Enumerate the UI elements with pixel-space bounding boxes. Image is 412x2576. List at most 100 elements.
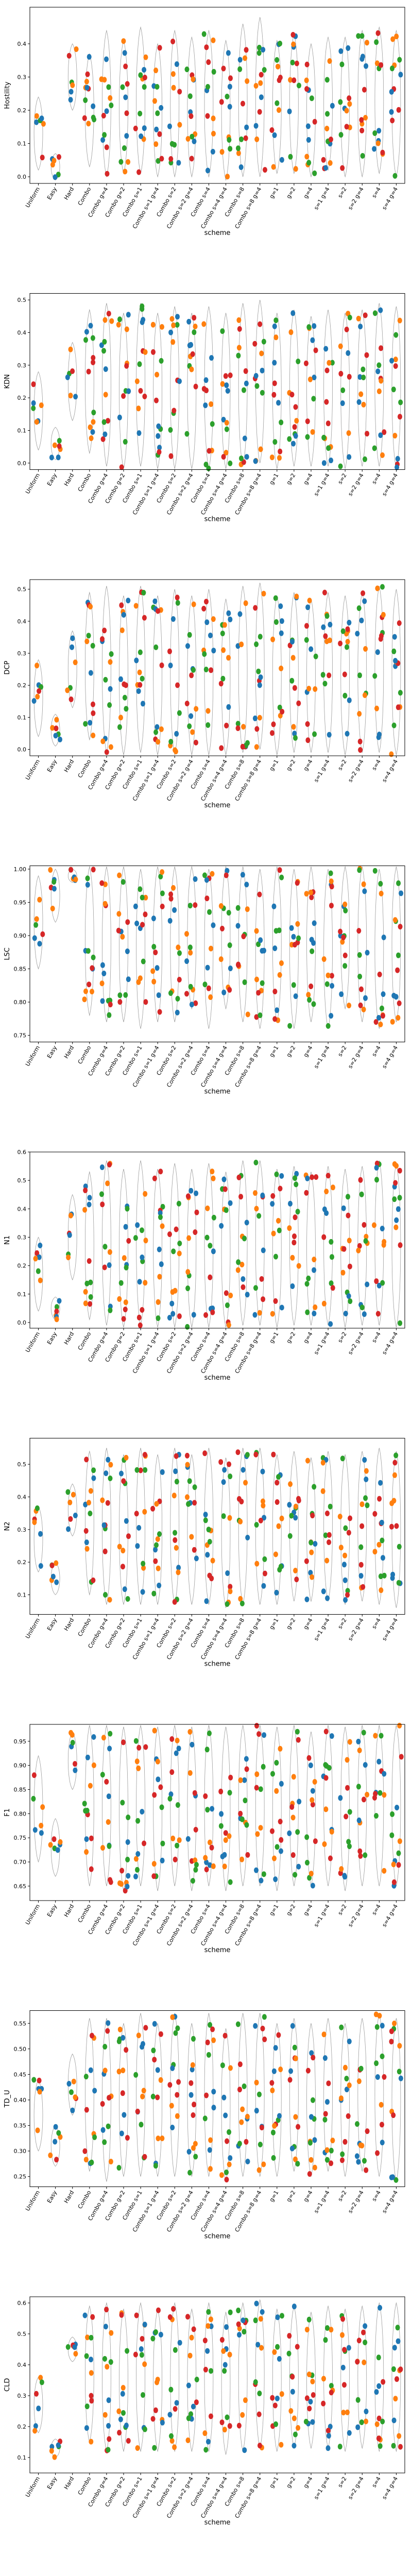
point xyxy=(343,907,348,913)
point xyxy=(102,2067,108,2074)
point xyxy=(101,419,107,425)
point xyxy=(322,1841,327,1847)
violin-20 xyxy=(357,1725,367,1886)
point xyxy=(308,1871,314,1877)
point xyxy=(357,974,363,979)
violin-14 xyxy=(255,869,265,1029)
point xyxy=(342,901,348,907)
point xyxy=(220,925,225,931)
point xyxy=(121,1739,126,1745)
point xyxy=(312,118,317,125)
violin-4 xyxy=(84,866,94,1016)
point xyxy=(236,2321,241,2327)
y-tick-label: 0.4 xyxy=(18,1494,27,1501)
point xyxy=(141,1561,146,1567)
point xyxy=(279,1837,284,1843)
point xyxy=(37,941,42,947)
violin-19 xyxy=(340,36,350,178)
point xyxy=(119,627,125,633)
point xyxy=(225,1601,230,1607)
point xyxy=(221,2094,227,2100)
point xyxy=(363,1762,368,1768)
point xyxy=(211,648,216,654)
violin-19 xyxy=(340,866,350,1010)
point xyxy=(340,1455,345,1462)
point xyxy=(278,41,283,46)
point xyxy=(105,171,110,177)
point xyxy=(304,1834,310,1840)
point xyxy=(151,1861,157,1867)
y-tick-label: 0.25 xyxy=(14,2174,27,2180)
point xyxy=(244,2139,249,2145)
point xyxy=(193,1867,198,1873)
point xyxy=(391,1498,397,1504)
point xyxy=(308,1539,314,1546)
point xyxy=(397,1195,402,1201)
point xyxy=(307,598,312,604)
point xyxy=(394,1163,399,1169)
point xyxy=(91,419,96,425)
point xyxy=(241,100,245,107)
x-tick-label: s=4 g=4 xyxy=(381,758,399,784)
point xyxy=(52,2454,57,2460)
point xyxy=(381,991,386,997)
point xyxy=(152,2057,157,2063)
y-tick-label: 0.3 xyxy=(18,2393,27,2399)
point xyxy=(345,644,349,650)
point xyxy=(83,1289,88,1295)
violin-15 xyxy=(272,313,282,469)
point xyxy=(381,1555,385,1561)
point xyxy=(73,659,78,666)
point xyxy=(359,1191,364,1197)
point xyxy=(172,1599,177,1605)
point xyxy=(356,2078,362,2084)
point xyxy=(170,616,176,622)
point xyxy=(256,50,262,56)
point xyxy=(156,1299,161,1305)
point xyxy=(278,1819,283,1825)
point xyxy=(337,2444,342,2450)
point xyxy=(347,1739,352,1745)
point xyxy=(306,160,312,166)
point xyxy=(279,874,284,880)
point xyxy=(116,2038,122,2044)
point xyxy=(220,631,225,636)
point xyxy=(257,109,262,115)
point xyxy=(331,1184,335,1191)
point xyxy=(91,103,96,109)
point xyxy=(364,2409,369,2415)
point xyxy=(224,1207,229,1213)
point xyxy=(211,115,216,122)
point xyxy=(261,338,266,345)
point xyxy=(53,733,58,739)
point xyxy=(101,348,106,354)
violin-7 xyxy=(136,26,145,175)
point xyxy=(362,1457,367,1463)
point xyxy=(279,630,284,636)
point xyxy=(359,127,365,133)
point xyxy=(227,137,232,143)
point xyxy=(70,368,75,374)
x-axis-label: scheme xyxy=(204,1088,231,1096)
point xyxy=(380,2122,384,2128)
point xyxy=(154,965,160,971)
point xyxy=(35,663,40,669)
point xyxy=(242,979,247,985)
axes-frame xyxy=(29,1724,405,1901)
point xyxy=(84,1546,90,1552)
point xyxy=(56,2442,61,2448)
y-tick-label: 0.5 xyxy=(18,297,27,303)
point xyxy=(339,1866,344,1872)
point xyxy=(125,1206,130,1212)
point xyxy=(260,1192,265,1198)
point xyxy=(326,2433,331,2439)
point xyxy=(294,1577,299,1583)
point xyxy=(308,2399,313,2405)
violin-5 xyxy=(102,586,111,753)
point xyxy=(306,1755,312,1761)
point xyxy=(226,50,231,56)
point xyxy=(73,394,78,400)
violin-19 xyxy=(340,1726,350,1891)
point xyxy=(340,2365,346,2370)
